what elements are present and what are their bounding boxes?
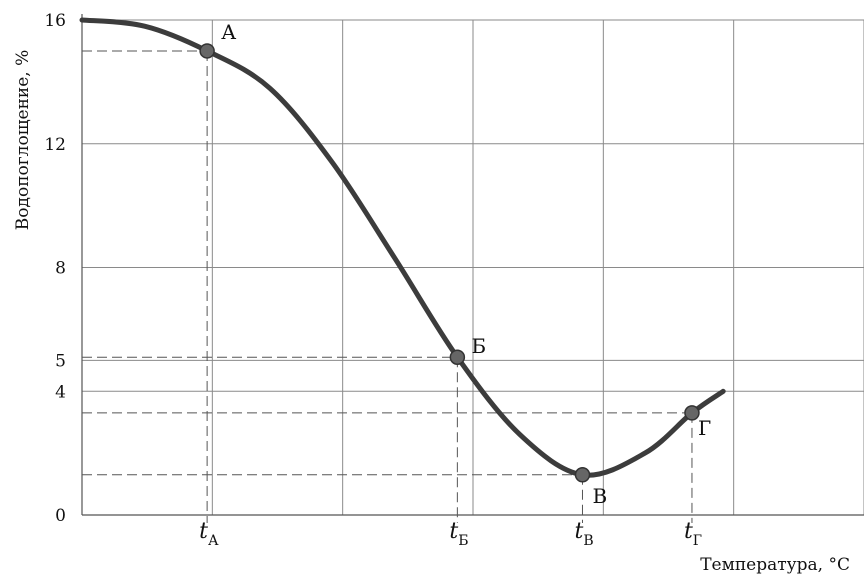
point-marker [199, 43, 215, 59]
y-tick-labels: 0 4 5 8 12 16 [44, 11, 66, 526]
point-label: В [592, 484, 607, 508]
series-line [79, 17, 726, 478]
guide-lines [82, 50, 693, 523]
x-tick-label: tВ [574, 519, 593, 549]
point-label: Г [698, 416, 711, 440]
y-tick-label: 4 [55, 382, 66, 402]
point-marker [684, 405, 700, 421]
point-marker [574, 467, 591, 483]
x-axis-label: Температура, °С [700, 555, 850, 575]
y-tick-label: 16 [44, 11, 66, 31]
series [79, 17, 726, 478]
y-tick-label: 0 [55, 506, 66, 526]
axes [81, 14, 864, 516]
x-tick-labels: tА tБ tВ tГ [199, 519, 702, 549]
y-tick-label: 12 [44, 135, 66, 155]
annotated-points: А Б В Г [199, 20, 711, 508]
x-tick-label: tГ [684, 519, 702, 549]
point-label: А [221, 20, 236, 44]
point-label: Б [471, 334, 486, 358]
grid [82, 19, 864, 516]
y-tick-label: 8 [55, 259, 66, 279]
point-marker [449, 349, 466, 365]
x-tick-label: tБ [449, 519, 468, 549]
y-axis-label: Водопоглощение, % [13, 50, 33, 230]
x-tick-label: tА [199, 519, 219, 549]
y-tick-label: 5 [55, 351, 66, 371]
